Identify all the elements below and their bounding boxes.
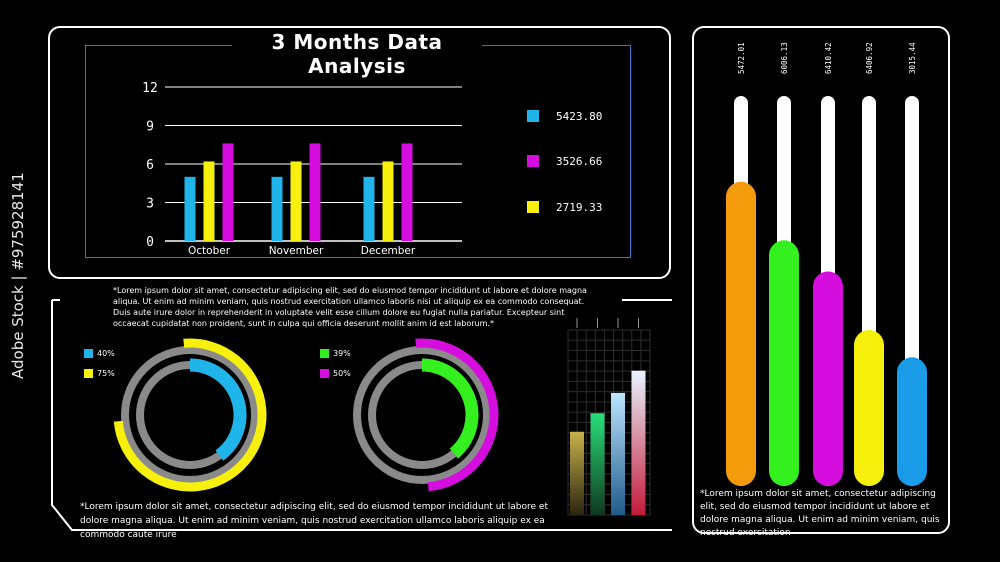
legend-label-2: 3526.66: [556, 155, 603, 168]
outer-ring-value: [415, 338, 499, 492]
bar-october-1: [203, 161, 215, 241]
donut2-legend-swatch-2: [320, 369, 329, 378]
donut1-legend-label-1: 40%: [97, 349, 115, 358]
mini-bar: [590, 413, 605, 515]
donut1-legend-label-2: 75%: [97, 369, 115, 378]
gauge-fill: [854, 330, 884, 486]
gauge-label: 6406.92: [865, 42, 874, 74]
x-tick-label: December: [361, 245, 416, 257]
mini-bar: [611, 392, 625, 515]
legend-swatch-yellow: [527, 201, 539, 213]
gauge-fill: [769, 240, 799, 486]
gauge-label: 5472.01: [737, 42, 746, 74]
gauge-label: 3015.44: [908, 42, 917, 74]
y-tick-label: 6: [146, 158, 154, 173]
gauge-fill: [813, 271, 843, 486]
x-tick-label: November: [269, 245, 324, 257]
description-top: *Lorem ipsum dolor sit amet, consectetur…: [113, 286, 587, 328]
legend-swatch-cyan: [527, 110, 539, 122]
outer-ring-value: [113, 338, 267, 492]
gauge-label: 6410.42: [824, 42, 833, 74]
bar-october-2: [222, 143, 234, 241]
mini-bar: [570, 431, 584, 515]
description-right: *Lorem ipsum dolor sit amet, consectetur…: [700, 489, 940, 538]
legend-label-3: 2719.33: [556, 201, 603, 214]
bar-december-0: [363, 176, 375, 241]
legend-label-1: 5423.80: [556, 110, 603, 123]
gauge-label: 6006.13: [780, 42, 789, 74]
donut2-legend-label-1: 39%: [333, 349, 351, 358]
bar-chart-panel: [48, 26, 671, 279]
y-tick-label: 0: [146, 235, 154, 250]
y-tick-label: 12: [142, 81, 158, 96]
bar-chart: 0 3 6 9 12 October November December: [142, 81, 462, 257]
gauge-panel: [692, 26, 950, 534]
donut1-legend-swatch-1: [84, 349, 93, 358]
outer-ring-track: [353, 346, 491, 484]
description-bottom: *Lorem ipsum dolor sit amet, consectetur…: [80, 502, 548, 540]
mini-bar-chart: [567, 318, 651, 516]
inner-ring-value: [421, 358, 479, 459]
donut2-legend-swatch-1: [320, 349, 329, 358]
bar-november-2: [309, 143, 321, 241]
page-title: 3 Months Data Analysis: [232, 30, 482, 78]
bar-november-0: [271, 176, 283, 241]
outer-ring-track: [121, 346, 259, 484]
gauge-fill: [726, 181, 756, 487]
gauge-chart: 5472.01 6006.13 6410.42 6406.92 3015.44: [726, 42, 927, 487]
inner-ring-value: [189, 358, 247, 461]
y-tick-label: 3: [146, 197, 154, 212]
gauge-fill: [897, 357, 927, 486]
legend-swatch-magenta: [527, 155, 539, 167]
bar-december-2: [401, 143, 413, 241]
donut1-legend-swatch-2: [84, 369, 93, 378]
bar-december-1: [382, 161, 394, 241]
donut2-legend-label-2: 50%: [333, 369, 351, 378]
bar-october-0: [184, 176, 196, 241]
donut-charts: [113, 338, 499, 492]
bar-november-1: [290, 161, 302, 241]
mini-bar: [631, 370, 646, 515]
x-tick-label: October: [188, 245, 231, 257]
y-tick-label: 9: [146, 120, 154, 135]
